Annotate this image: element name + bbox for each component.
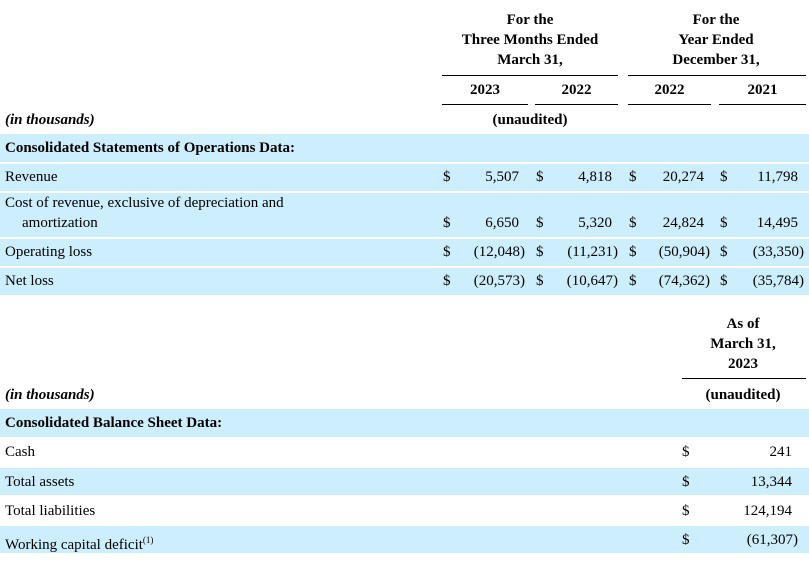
value: 11,798	[757, 169, 798, 185]
value: (50,904)	[658, 244, 710, 260]
row-label: Cash	[5, 444, 35, 460]
currency: $	[720, 215, 728, 231]
group-header: 2023	[728, 356, 758, 372]
row-label: Total liabilities	[5, 502, 96, 519]
value: (35,784)	[752, 273, 804, 289]
value: (12,048)	[473, 244, 525, 260]
value: 241	[769, 444, 793, 460]
row-band	[0, 193, 809, 237]
year-header: 2022	[561, 82, 592, 98]
row-band	[0, 134, 809, 162]
group-header: For the	[692, 12, 740, 28]
row-label: amortization	[22, 215, 98, 231]
currency: $	[536, 244, 544, 260]
row-band	[0, 526, 809, 553]
group-header: March 31,	[497, 52, 563, 68]
row-label: Total assets	[5, 473, 75, 490]
currency: $	[629, 273, 637, 289]
row-label: Cost of revenue, exclusive of depreciati…	[5, 195, 284, 211]
units-note: (in thousands)	[5, 112, 95, 128]
rule	[628, 75, 806, 76]
value: 4,818	[578, 169, 612, 185]
year-header: 2021	[747, 82, 778, 98]
rule	[628, 104, 711, 105]
value: 24,824	[662, 215, 704, 231]
row-label: Operating loss	[5, 244, 93, 260]
group-header: Year Ended	[678, 32, 754, 48]
currency: $	[443, 215, 451, 231]
rule	[442, 75, 618, 76]
value: (10,647)	[566, 273, 618, 289]
value: (11,231)	[567, 244, 618, 260]
value: 6,650	[485, 215, 519, 231]
currency: $	[536, 273, 544, 289]
rule	[535, 104, 618, 105]
row-band	[0, 164, 809, 191]
currency: $	[720, 169, 728, 185]
row-label: Revenue	[5, 169, 58, 185]
value: (61,307)	[746, 531, 798, 548]
group-header: March 31,	[710, 336, 776, 352]
currency: $	[443, 244, 451, 260]
value: (33,350)	[752, 244, 804, 260]
row-band	[0, 468, 809, 495]
audit-note: (unaudited)	[492, 112, 568, 128]
currency: $	[720, 244, 728, 260]
group-header: For the	[506, 12, 554, 28]
group-header: December 31,	[672, 52, 760, 68]
currency: $	[682, 473, 690, 490]
units-note: (in thousands)	[5, 387, 95, 403]
section-title: Consolidated Statements of Operations Da…	[5, 140, 295, 156]
currency: $	[443, 169, 451, 185]
currency: $	[629, 244, 637, 260]
rule	[682, 378, 806, 379]
currency: $	[682, 502, 690, 519]
group-header: Three Months Ended	[461, 32, 599, 48]
year-header: 2022	[654, 82, 685, 98]
row-band	[0, 409, 809, 437]
year-header: 2023	[470, 82, 500, 98]
currency: $	[536, 169, 544, 185]
group-header: As of	[726, 316, 760, 332]
value: (74,362)	[658, 273, 710, 289]
rule	[442, 104, 528, 105]
value: 14,495	[756, 215, 798, 231]
value: 20,274	[662, 169, 704, 185]
currency: $	[682, 444, 690, 460]
currency: $	[629, 215, 637, 231]
row-band	[0, 239, 809, 266]
row-band	[0, 268, 809, 295]
value: 5,320	[578, 215, 612, 231]
value: 124,194	[743, 502, 792, 519]
currency: $	[720, 273, 728, 289]
row-label: Working capital deficit(1)	[5, 534, 154, 553]
currency: $	[682, 531, 690, 548]
value: (20,573)	[473, 273, 525, 289]
section-title: Consolidated Balance Sheet Data:	[5, 415, 223, 431]
row-label: Net loss	[5, 273, 54, 289]
footnote-marker: (1)	[142, 534, 154, 545]
value: 5,507	[485, 169, 519, 185]
audit-note: (unaudited)	[705, 387, 781, 403]
currency: $	[536, 215, 544, 231]
value: 13,344	[750, 473, 792, 490]
currency: $	[443, 273, 451, 289]
rule	[719, 104, 806, 105]
currency: $	[629, 169, 637, 185]
